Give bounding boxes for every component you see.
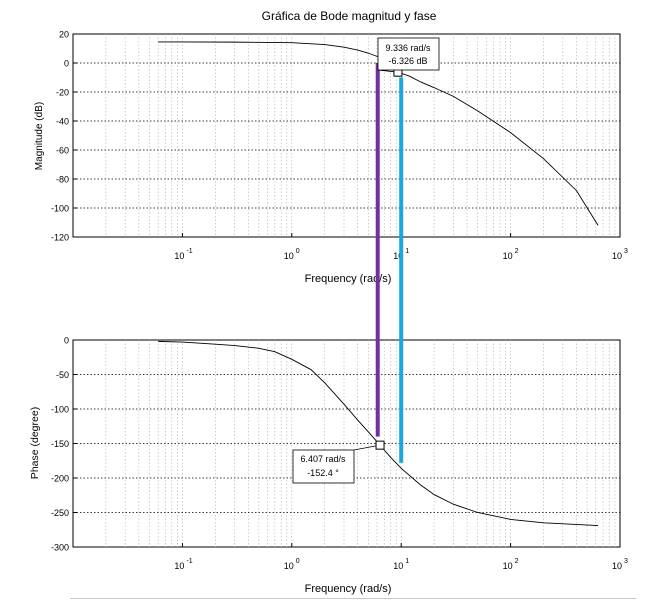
magnitude-x-axis-label: Frequency (rad/s)	[305, 273, 392, 285]
phase-x-tick-exponent: 1	[405, 558, 409, 565]
magnitude-x-ticks: 10 -1 10 0 10 1 10 2 10 3	[174, 233, 628, 261]
magnitude-plot: 200-20-40-60-80-100-120 10 -1 10 0 10 1 10 2 10 3…	[34, 30, 628, 286]
magnitude-x-tick-label: 10	[284, 251, 294, 261]
magnitude-x-tick-label: 10	[393, 251, 403, 261]
magnitude-x-tick-exponent: -1	[186, 248, 192, 255]
phase-datatip-frequency: 6.407 rad/s	[300, 454, 346, 464]
phase-datatip-value: -152.4 °	[307, 468, 339, 478]
magnitude-datatip-box	[377, 37, 440, 71]
magnitude-y-tick-label: -60	[56, 146, 69, 156]
annotation-markers	[375, 63, 404, 463]
phase-datatip[interactable]: 6.407 rad/s -152.4 °	[292, 440, 385, 484]
magnitude-x-tick-exponent: 0	[296, 248, 300, 255]
magnitude-datatip-value: -6.326 dB	[388, 56, 427, 66]
phase-x-tick-label: 10	[612, 561, 622, 571]
magnitude-y-tick-label: -20	[56, 88, 69, 98]
phase-x-ticks: 10 -1 10 0 10 1 10 2 10 3	[174, 543, 628, 571]
phase-y-tick-label: 0	[64, 336, 69, 346]
magnitude-plot-frame	[72, 33, 621, 238]
magnitude-y-ticks: 20 0 -20 -40 -60 -80 -100 -120	[51, 30, 77, 243]
phase-y-tick-label: -250	[51, 508, 69, 518]
magnitude-x-tick-exponent: 1	[405, 248, 409, 255]
phase-x-tick-label: 10	[503, 561, 513, 571]
phase-y-tick-label: -50	[56, 370, 69, 380]
magnitude-y-tick-label: 0	[64, 59, 69, 69]
magnitude-x-tick-exponent: 2	[515, 248, 519, 255]
phase-x-tick-label: 10	[284, 561, 294, 571]
phase-y-ticks: 0 -50 -100 -150 -200 -250 -300	[51, 336, 77, 553]
magnitude-grid	[73, 34, 620, 237]
magnitude-y-tick-label: -40	[56, 117, 69, 127]
phase-x-tick-label: 10	[393, 561, 403, 571]
phase-y-tick-label: -300	[51, 543, 69, 553]
magnitude-x-tick-exponent: 3	[624, 248, 628, 255]
magnitude-x-tick-label: 10	[503, 251, 513, 261]
phase-y-axis-label: Phase (degree)	[29, 407, 41, 479]
magnitude-datatip-frequency: 9.336 rad/s	[385, 43, 431, 53]
phase-x-tick-exponent: 2	[515, 558, 519, 565]
phase-y-tick-label: -100	[51, 405, 69, 415]
bottom-divider	[70, 598, 636, 599]
phase-x-tick-exponent: 3	[624, 558, 628, 565]
phase-datatip-point[interactable]	[375, 440, 385, 450]
chart-title: Gráfica de Bode magnitud y fase	[262, 9, 437, 23]
phase-series-line	[158, 340, 599, 527]
magnitude-y-axis-label: Magnitude (dB)	[34, 102, 45, 170]
magnitude-y-tick-label: 20	[59, 30, 69, 40]
phase-x-axis-label: Frequency (rad/s)	[305, 583, 392, 595]
magnitude-y-tick-label: -120	[51, 233, 69, 243]
phase-x-tick-exponent: 0	[296, 558, 300, 565]
phase-datatip-box	[292, 449, 355, 484]
phase-y-tick-label: -200	[51, 474, 69, 484]
phase-y-tick-label: -150	[51, 439, 69, 449]
phase-x-tick-label: 10	[174, 561, 184, 571]
magnitude-y-tick-label: -100	[51, 204, 69, 214]
magnitude-x-tick-label: 10	[612, 251, 622, 261]
magnitude-y-tick-label: -80	[56, 175, 69, 185]
magnitude-x-tick-label: 10	[174, 251, 184, 261]
phase-x-tick-exponent: -1	[186, 558, 192, 565]
magnitude-datatip[interactable]: 9.336 rad/s -6.326 dB	[377, 37, 440, 77]
phase-plot: 0-50-100-150-200-250-300 10 -1 10 0 10 1 10 2 10…	[29, 336, 628, 596]
